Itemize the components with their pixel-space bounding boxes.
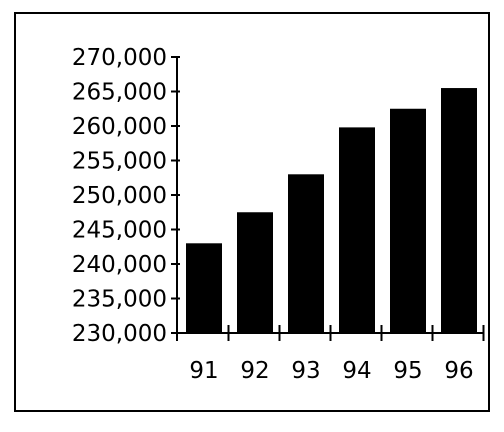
bar-96 (441, 88, 477, 333)
bars (186, 88, 477, 333)
x-tick-label: 96 (444, 358, 473, 384)
x-tick-label: 94 (342, 358, 371, 384)
bar-94 (339, 127, 375, 333)
y-tick-label: 235,000 (72, 287, 167, 313)
y-tick-label: 265,000 (72, 80, 167, 106)
bar-93 (288, 174, 324, 333)
y-tick-label: 255,000 (72, 149, 167, 175)
y-tick-label: 230,000 (72, 321, 167, 347)
x-tick-label: 92 (240, 358, 269, 384)
y-tick-label: 260,000 (72, 114, 167, 140)
y-tick-label: 245,000 (72, 218, 167, 244)
x-tick-label: 95 (393, 358, 422, 384)
bar-92 (237, 212, 273, 333)
y-tick-label: 270,000 (72, 45, 167, 71)
y-tick-label: 250,000 (72, 183, 167, 209)
y-tick-label: 240,000 (72, 252, 167, 278)
x-tick-label: 93 (291, 358, 320, 384)
bar-95 (390, 108, 426, 333)
x-tick-label: 91 (189, 358, 218, 384)
y-axis: 270,000 265,000 260,000 255,000 250,000 245,0… (72, 45, 180, 347)
x-axis: 91 92 93 94 95 96 (174, 325, 485, 384)
bar-91 (186, 243, 222, 333)
